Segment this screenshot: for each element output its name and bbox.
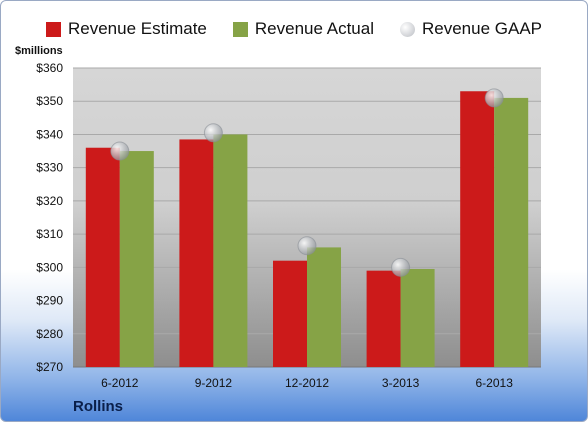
y-tick-label: $360 — [36, 61, 63, 75]
x-tick-label: 9-2012 — [195, 376, 233, 390]
actual-bar — [400, 268, 435, 367]
gaap-marker — [110, 141, 130, 161]
y-tick-label: $280 — [36, 327, 63, 341]
y-tick-label: $290 — [36, 294, 63, 308]
legend-item-actual: Revenue Actual — [232, 19, 374, 39]
estimate-bar — [179, 139, 214, 367]
y-tick-label: $350 — [36, 94, 63, 108]
y-tick-label: $340 — [36, 127, 63, 141]
y-tick-label: $330 — [36, 161, 63, 175]
estimate-bar — [460, 91, 495, 367]
legend-swatch-actual — [232, 21, 248, 37]
gaap-marker — [484, 88, 504, 108]
legend-label-actual: Revenue Actual — [254, 19, 374, 38]
x-tick-label: 6-2012 — [101, 376, 139, 390]
y-tick-label: $320 — [36, 194, 63, 208]
estimate-bar — [85, 147, 120, 367]
gaap-marker — [297, 236, 317, 256]
x-tick-label: 6-2013 — [476, 376, 514, 390]
chart-legend: Revenue Estimate Revenue Actual Revenue … — [1, 15, 587, 43]
estimate-bar — [366, 270, 401, 367]
legend-label-gaap: Revenue GAAP — [421, 19, 542, 38]
y-tick-label: $300 — [36, 260, 63, 274]
actual-bar — [494, 97, 529, 368]
actual-bar — [213, 134, 248, 367]
legend-label-estimate: Revenue Estimate — [67, 19, 207, 38]
y-axis-unit-label: $millions — [15, 45, 63, 57]
legend-swatch-gaap — [399, 21, 415, 37]
y-tick-label: $310 — [36, 227, 63, 241]
legend-item-estimate: Revenue Estimate — [45, 19, 207, 39]
actual-bar — [119, 151, 154, 367]
x-tick-label: 3-2013 — [382, 376, 420, 390]
legend-item-gaap: Revenue GAAP — [399, 19, 542, 39]
x-tick-label: 12-2012 — [285, 376, 329, 390]
gaap-marker — [203, 123, 223, 143]
company-name: Rollins — [73, 398, 124, 415]
legend-swatch-estimate — [45, 21, 61, 37]
gaap-marker — [391, 257, 411, 277]
actual-bar — [307, 247, 341, 367]
y-tick-label: $270 — [36, 360, 63, 374]
estimate-bar — [273, 260, 307, 367]
